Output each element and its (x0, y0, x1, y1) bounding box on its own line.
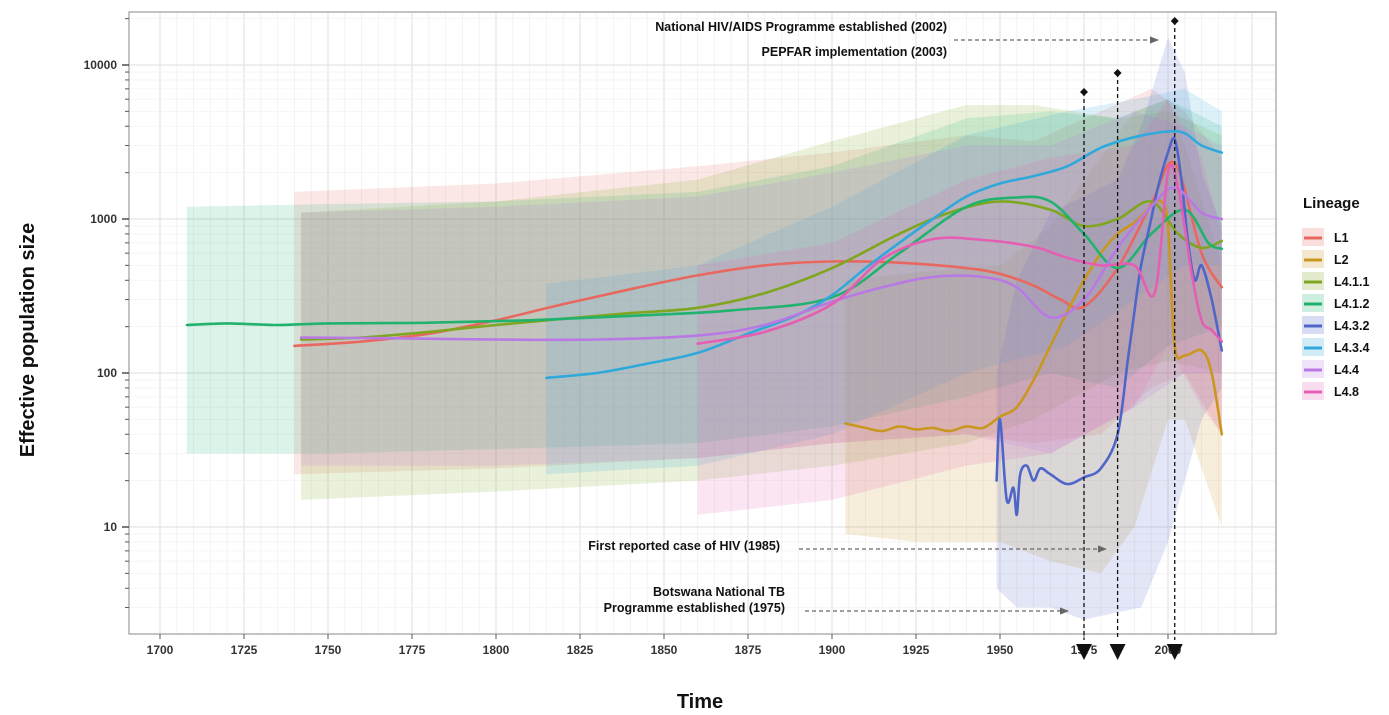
line-L4-1-1 (299, 200, 1224, 341)
series-lines (185, 129, 1224, 517)
annotation-1985: First reported case of HIV (1985) (588, 539, 780, 553)
event-marker-arrowhead (1109, 644, 1126, 660)
legend: Lineage L1 L2 L4.1.1 L4.1.2 L4.3.2 L4.3.4 L4.4… (1302, 195, 1369, 400)
event-marker-arrowhead (1076, 644, 1092, 660)
annotation-2003: PEPFAR implementation (2003) (762, 45, 947, 59)
legend-label-L1: L1 (1334, 231, 1349, 245)
y-tick-label: 1000 (90, 212, 117, 226)
x-tick-label: 1900 (819, 643, 846, 657)
y-tick-label: 10 (104, 520, 118, 534)
legend-label-L4-3-2: L4.3.2 (1334, 319, 1369, 333)
line-L4-8 (696, 163, 1224, 345)
legend-title: Lineage (1303, 195, 1360, 212)
y-tick-label: 10000 (84, 58, 118, 72)
band-L4-1-2 (186, 99, 1222, 454)
y-axis: 10 100 1000 10000 (84, 18, 129, 609)
legend-label-L4-4: L4.4 (1334, 363, 1359, 377)
x-tick-label: 1775 (399, 643, 426, 657)
x-axis-title: Time (677, 691, 723, 713)
band-L4-1-1 (301, 105, 1222, 500)
annotation-2002: National HIV/AIDS Programme established … (655, 20, 947, 34)
x-tick-label: 1950 (987, 643, 1014, 657)
x-tick-label: 1875 (735, 643, 762, 657)
y-tick-label: 100 (97, 366, 117, 380)
line-L4-3-4 (545, 129, 1224, 380)
line-L2 (844, 199, 1224, 436)
legend-label-L2: L2 (1334, 253, 1349, 267)
band-L2 (845, 99, 1222, 574)
x-tick-label: 1850 (651, 643, 678, 657)
x-axis: 1700 1725 1750 1775 1800 1825 1850 1875 1900 1925… (147, 634, 1182, 657)
y-axis-title: Effective population size (17, 223, 39, 457)
event-marker-arrowhead (1166, 644, 1183, 660)
annotations: National HIV/AIDS Programme established … (588, 17, 1183, 660)
event-marker-diamond (1170, 17, 1179, 25)
annotation-1975: Botswana National TB Programme establishe… (604, 585, 785, 615)
line-L4-4 (299, 186, 1224, 342)
x-tick-label: 1700 (147, 643, 174, 657)
legend-label-L4-3-4: L4.3.4 (1334, 341, 1369, 355)
band-L4-3-4 (546, 88, 1222, 475)
band-L1 (294, 88, 1222, 475)
x-tick-label: 1925 (903, 643, 930, 657)
line-L4-3-2 (995, 136, 1224, 517)
x-tick-label: 1725 (231, 643, 258, 657)
line-L4-1-2 (185, 195, 1224, 327)
legend-label-L4-1-2: L4.1.2 (1334, 297, 1369, 311)
event-marker-diamond (1080, 88, 1088, 96)
event-marker-diamond (1113, 69, 1122, 77)
legend-label-L4-1-1: L4.1.1 (1334, 275, 1369, 289)
band-L4-8 (697, 99, 1222, 515)
x-tick-label: 1825 (567, 643, 594, 657)
x-tick-label: 1800 (483, 643, 510, 657)
legend-label-L4-8: L4.8 (1334, 385, 1359, 399)
x-tick-label: 1750 (315, 643, 342, 657)
